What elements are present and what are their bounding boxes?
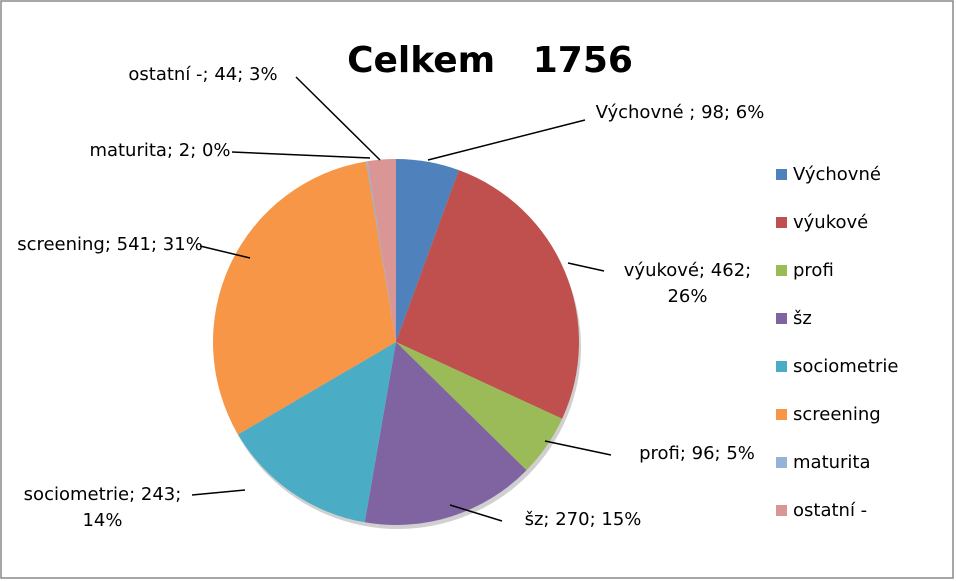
- data-label: screening; 541; 31%: [17, 234, 203, 255]
- data-label: Výchovné ; 98; 6%: [595, 102, 765, 123]
- pie-slice: [396, 170, 580, 419]
- legend-entry: screening: [776, 404, 881, 426]
- legend-entry: výukové: [776, 212, 868, 234]
- leader-line: [295, 76, 381, 161]
- leader-line: [427, 119, 586, 161]
- data-label: šz; 270; 15%: [524, 509, 642, 530]
- legend-swatch: [776, 265, 787, 276]
- legend-label: výukové: [793, 212, 869, 233]
- data-label: maturita; 2; 0%: [89, 140, 231, 161]
- legend-label: screening: [793, 404, 881, 425]
- data-label: sociometrie; 243; 14%: [23, 484, 182, 531]
- legend-entry: šz: [776, 308, 812, 330]
- chart-title: Celkem 1756: [347, 40, 633, 81]
- legend-label: sociometrie: [793, 356, 899, 377]
- data-label: profi; 96; 5%: [639, 443, 755, 464]
- legend-entry: sociometrie: [776, 356, 898, 378]
- legend-swatch: [776, 457, 787, 468]
- legend-label: šz: [793, 308, 812, 329]
- legend-entry: ostatní -: [776, 500, 867, 522]
- leader-line: [199, 245, 251, 259]
- pie-slice: [213, 161, 396, 435]
- legend-swatch: [776, 169, 787, 180]
- pie-slice: [367, 159, 396, 342]
- legend-entry: profi: [776, 260, 834, 282]
- legend-swatch: [776, 505, 787, 516]
- leader-line: [231, 151, 371, 159]
- legend-swatch: [776, 409, 787, 420]
- legend-label: ostatní -: [793, 500, 868, 521]
- legend-label: profi: [793, 260, 834, 281]
- legend-swatch: [776, 361, 787, 372]
- legend-label: maturita: [793, 452, 871, 473]
- leader-line: [567, 262, 605, 272]
- pie-slice: [366, 161, 396, 342]
- legend-swatch: [776, 217, 787, 228]
- legend-entry: maturita: [776, 452, 871, 474]
- leader-line: [449, 504, 503, 522]
- legend-entry: Výchovné: [776, 164, 881, 186]
- pie-slice: [396, 342, 563, 471]
- data-label: ostatní -; 44; 3%: [128, 64, 278, 85]
- legend-swatch: [776, 313, 787, 324]
- legend-label: Výchovné: [793, 164, 881, 185]
- leader-line: [191, 489, 246, 496]
- pie-slice: [364, 342, 527, 525]
- data-label: výukové; 462; 26%: [623, 260, 752, 307]
- pie-slice: [238, 342, 396, 523]
- leader-line: [544, 440, 612, 456]
- pie-slice: [396, 159, 459, 342]
